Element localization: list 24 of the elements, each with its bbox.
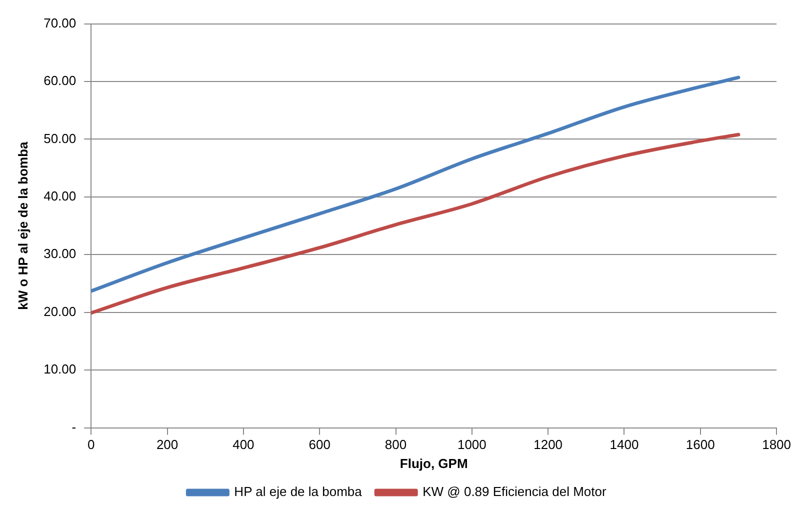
y-tick-label: 60.00: [44, 73, 76, 88]
y-tick-label: 10.00: [44, 362, 76, 377]
x-tick-label: 1000: [457, 437, 486, 452]
y-tick-label: 20.00: [44, 304, 76, 319]
x-tick-label: 0: [88, 437, 95, 452]
line-series: [91, 76, 740, 293]
x-tick-label: 1800: [762, 437, 791, 452]
x-axis-title: Flujo, GPM: [400, 456, 468, 471]
x-tick-label: 800: [384, 437, 407, 452]
y-tick-label: 30.00: [44, 246, 76, 262]
y-tick-label: -: [72, 419, 76, 434]
legend-label: HP al eje de la bomba: [234, 484, 363, 500]
x-tick-label: 400: [232, 437, 254, 452]
y-tick-label: 70.00: [44, 15, 76, 30]
x-tick-label: 1400: [610, 437, 639, 452]
y-tick-label: 40.00: [44, 188, 76, 204]
y-axis-title: kW o HP al eje de la bomba: [15, 140, 30, 310]
x-tick-label: 1200: [534, 437, 563, 452]
y-tick-label: 50.00: [44, 130, 76, 146]
x-tick-label: 600: [308, 437, 330, 452]
line-series: [91, 132, 740, 315]
legend-label: KW @ 0.89 Eficiencia del Motor: [422, 484, 607, 500]
x-tick-label: 200: [156, 437, 178, 452]
x-tick-label: 1600: [686, 437, 715, 452]
